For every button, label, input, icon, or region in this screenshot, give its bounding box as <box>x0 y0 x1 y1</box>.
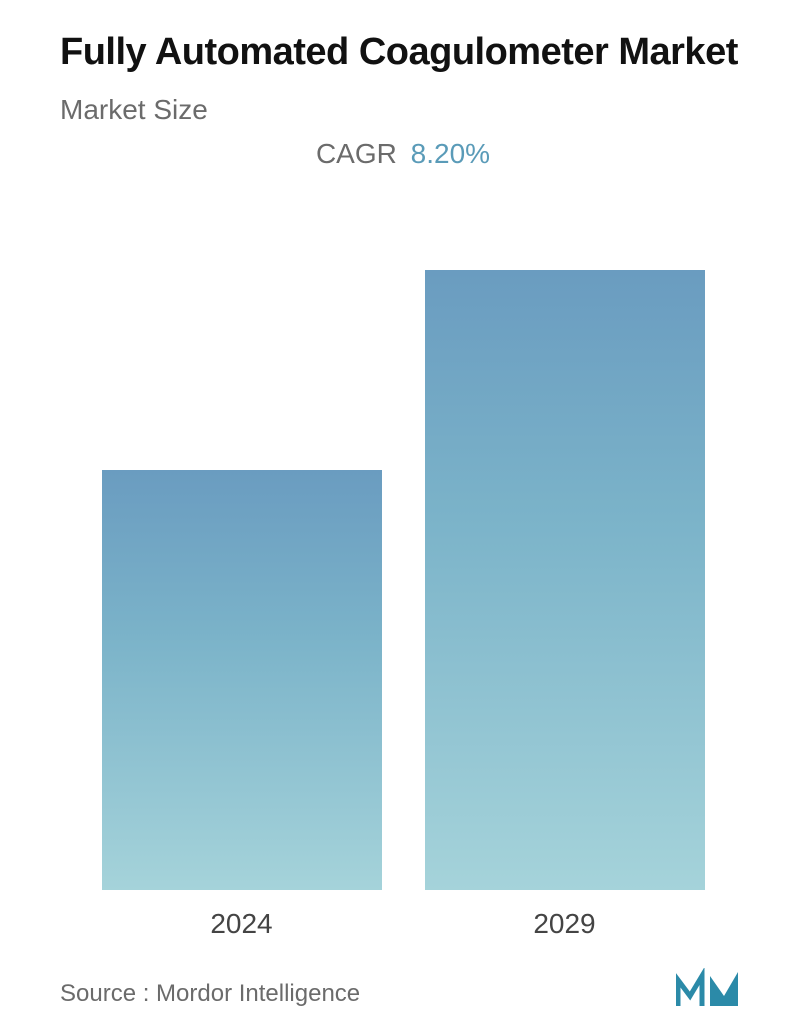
source-text: Source : Mordor Intelligence <box>60 980 360 1008</box>
bar-chart-area: 2024 2029 <box>60 180 746 948</box>
bar-group-2024: 2024 <box>102 470 382 948</box>
bar-label-2024: 2024 <box>210 908 272 948</box>
bar-2024 <box>102 470 382 890</box>
chart-subtitle: Market Size <box>60 94 746 126</box>
chart-title: Fully Automated Coagulometer Market <box>60 30 746 76</box>
cagr-label: CAGR <box>316 138 397 169</box>
cagr-value: 8.20% <box>411 138 490 169</box>
cagr-row: CAGR 8.20% <box>60 138 746 170</box>
mordor-logo-icon <box>676 968 746 1008</box>
chart-container: Fully Automated Coagulometer Market Mark… <box>0 0 796 1034</box>
bar-group-2029: 2029 <box>425 270 705 948</box>
bar-label-2029: 2029 <box>533 908 595 948</box>
bar-2029 <box>425 270 705 890</box>
chart-footer: Source : Mordor Intelligence <box>60 948 746 1014</box>
